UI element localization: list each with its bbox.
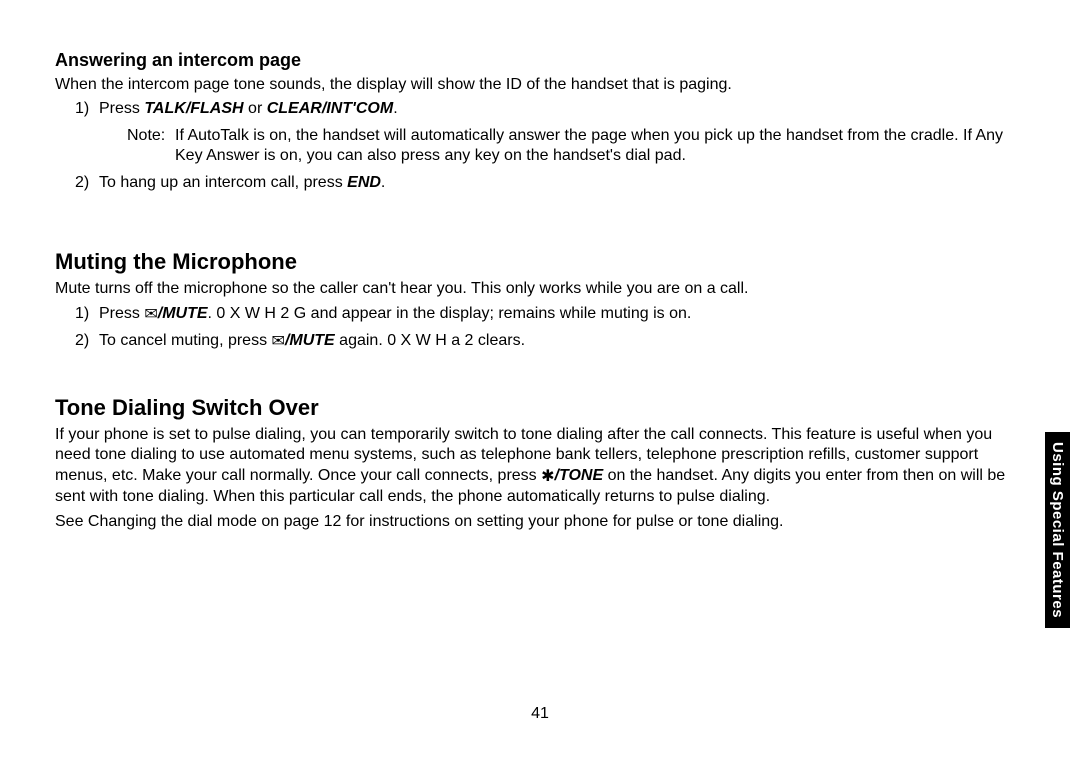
key-label: END	[347, 174, 381, 191]
section3-p2: See Changing the dial mode on page 12 fo…	[55, 512, 1025, 532]
text: .	[393, 100, 397, 117]
section1-intro: When the intercom page tone sounds, the …	[55, 75, 1025, 95]
text: Press	[99, 305, 144, 322]
step-body: To cancel muting, press ✉/MUTE again. 0 …	[99, 331, 1025, 352]
section1-note: Note: If AutoTalk is on, the handset wil…	[127, 126, 1025, 171]
text: Press	[99, 100, 144, 117]
manual-page: Answering an intercom page When the inte…	[0, 0, 1080, 532]
text: .	[381, 174, 385, 191]
text: . 0 X W H 2 G and appear in the display;…	[208, 305, 692, 322]
section1-heading: Answering an intercom page	[55, 50, 1025, 71]
section3-p1: If your phone is set to pulse dialing, y…	[55, 425, 1025, 508]
step-number: 1)	[75, 99, 99, 119]
note-label: Note:	[127, 126, 175, 167]
envelope-icon: ✉	[144, 305, 157, 325]
step-body: To hang up an intercom call, press END.	[99, 173, 1025, 193]
section1-step1: 1) Press TALK/FLASH or CLEAR/INT'COM.	[75, 99, 1025, 123]
section2-step2: 2) To cancel muting, press ✉/MUTE again.…	[75, 331, 1025, 356]
section3-heading: Tone Dialing Switch Over	[55, 395, 1025, 421]
section2-intro: Mute turns off the microphone so the cal…	[55, 279, 1025, 299]
section2-heading: Muting the Microphone	[55, 249, 1025, 275]
note-body: If AutoTalk is on, the handset will auto…	[175, 126, 1025, 167]
step-number: 2)	[75, 173, 99, 193]
step-body: Press ✉/MUTE. 0 X W H 2 G and appear in …	[99, 304, 1025, 325]
key-label: /TONE	[555, 467, 604, 484]
key-label: CLEAR/INT'COM	[267, 100, 393, 117]
text: To hang up an intercom call, press	[99, 174, 347, 191]
step-number: 2)	[75, 331, 99, 352]
key-label: TALK/FLASH	[144, 100, 243, 117]
text: To cancel muting, press	[99, 332, 272, 349]
section2-step1: 1) Press ✉/MUTE. 0 X W H 2 G and appear …	[75, 304, 1025, 329]
step-number: 1)	[75, 304, 99, 325]
step-body: Press TALK/FLASH or CLEAR/INT'COM.	[99, 99, 1025, 119]
section1-step2: 2) To hang up an intercom call, press EN…	[75, 173, 1025, 197]
key-label: /MUTE	[158, 305, 208, 322]
envelope-icon: ✉	[272, 332, 285, 352]
page-number: 41	[0, 705, 1080, 723]
key-label: /MUTE	[285, 332, 335, 349]
side-tab: Using Special Features	[1045, 432, 1070, 628]
star-icon: ✱	[541, 467, 554, 487]
text: again. 0 X W H a 2 clears.	[335, 332, 525, 349]
text: or	[244, 100, 267, 117]
